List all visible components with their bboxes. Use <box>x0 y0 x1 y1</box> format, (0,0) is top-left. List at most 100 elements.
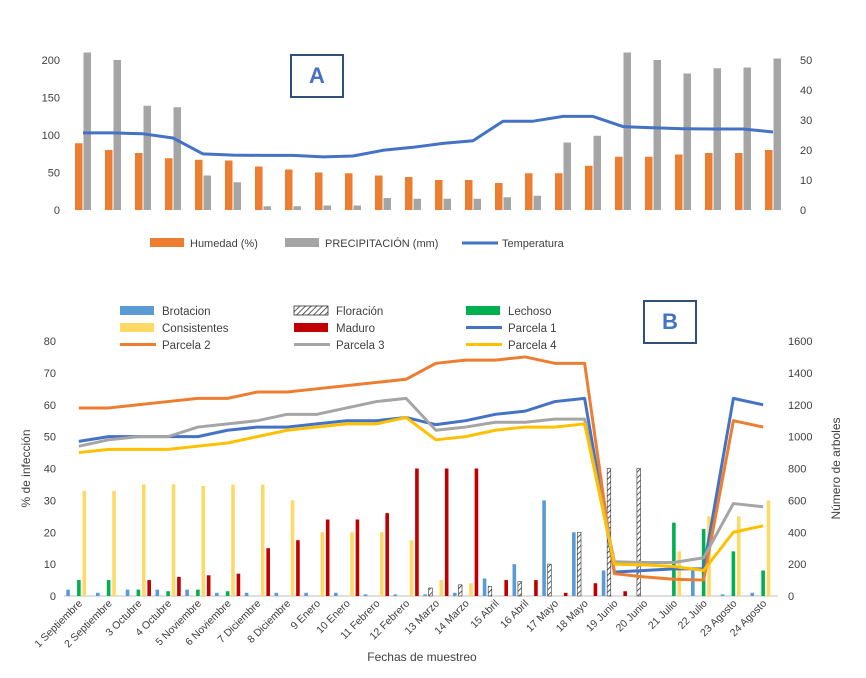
b-y2-axis-title: Número de arboles <box>829 417 843 519</box>
b-category-tick: 19 Junio <box>584 598 621 635</box>
b-line-parcela-4 <box>78 416 764 572</box>
a-bar-humedad <box>525 173 533 210</box>
a-bar-precipitacion <box>683 73 691 210</box>
a-left-tick: 0 <box>54 205 60 217</box>
b-bar-brotacion <box>453 592 457 596</box>
a-bar-precipitacion <box>203 175 211 210</box>
a-bar-humedad <box>555 173 563 210</box>
a-left-tick: 50 <box>48 168 60 180</box>
a-right-tick: 30 <box>800 115 812 127</box>
legend-label: Parcela 4 <box>508 340 557 352</box>
a-bar-precipitacion <box>353 205 361 210</box>
a-bar-humedad <box>345 173 353 210</box>
b-left-tick: 70 <box>44 368 56 380</box>
b-bar-maduro <box>147 580 151 596</box>
b-bar-maduro <box>296 540 300 596</box>
b-left-tick: 40 <box>44 464 56 476</box>
b-bar-floracion <box>636 468 641 597</box>
legend-swatch <box>466 306 500 315</box>
b-bar-maduro <box>206 575 211 596</box>
b-category-tick: 21 Julio <box>646 598 680 632</box>
b-bar-consistentes <box>201 486 206 596</box>
a-bar-precipitacion <box>503 197 511 210</box>
b-bar-brotacion <box>334 592 338 596</box>
legend-label: Temperatura <box>502 238 565 250</box>
a-bar-precipitacion <box>773 58 781 210</box>
chart-a: 0 50 100 150 200 0 10 20 30 40 50 <box>42 52 812 217</box>
b-right-tick: 800 <box>788 464 806 476</box>
chart-b: 0102030405060708002004006008001000120014… <box>19 336 843 664</box>
a-bar-humedad <box>675 154 683 210</box>
b-left-tick: 30 <box>44 495 56 507</box>
a-bar-precipitacion <box>113 60 121 210</box>
b-bar-lechoso <box>196 589 200 596</box>
a-bar-humedad <box>135 153 143 210</box>
a-bar-humedad <box>105 150 113 210</box>
legend-label: Consistentes <box>162 323 229 335</box>
a-bar-humedad <box>735 153 743 210</box>
legend-label: Parcela 2 <box>162 340 211 352</box>
a-bar-precipitacion <box>653 60 661 210</box>
panel-label-a: A <box>290 54 344 98</box>
b-right-tick: 400 <box>788 527 806 539</box>
a-bar-precipitacion <box>413 198 421 210</box>
a-line-temperatura <box>83 114 774 159</box>
a-bar-precipitacion <box>233 182 241 210</box>
b-category-tick: 18 Mayo <box>554 598 591 635</box>
b-bar-maduro <box>415 468 419 596</box>
a-bar-precipitacion <box>323 205 331 210</box>
b-bar-brotacion <box>215 592 219 596</box>
b-right-tick: 1400 <box>788 368 812 380</box>
b-bar-maduro <box>177 576 181 596</box>
b-bar-brotacion <box>274 592 279 596</box>
a-right-tick: 50 <box>800 55 812 67</box>
b-bar-brotacion <box>482 578 487 596</box>
legend-label: Humedad (%) <box>190 238 258 250</box>
a-bar-humedad <box>75 143 83 210</box>
b-bar-maduro <box>534 580 538 596</box>
b-bar-floracion <box>577 531 582 597</box>
b-bar-consistentes <box>439 580 444 596</box>
b-bar-maduro <box>474 468 479 596</box>
a-bar-humedad <box>585 165 593 210</box>
b-bar-maduro <box>504 580 508 596</box>
b-bar-maduro <box>236 573 241 596</box>
b-bar-brotacion <box>363 594 368 596</box>
b-bar-maduro <box>355 519 360 596</box>
b-bar-brotacion <box>601 570 606 596</box>
a-bar-precipitacion <box>713 68 721 210</box>
a-right-tick: 0 <box>800 205 806 217</box>
a-bar-humedad <box>615 156 623 210</box>
b-bar-lechoso <box>106 580 111 596</box>
b-bar-consistentes <box>171 484 176 596</box>
a-bar-precipitacion <box>263 206 271 210</box>
b-left-tick: 20 <box>44 527 56 539</box>
a-right-tick: 20 <box>800 145 812 157</box>
b-bar-consistentes <box>736 516 741 596</box>
a-bar-precipitacion <box>383 198 391 210</box>
a-left-tick: 100 <box>42 130 60 142</box>
legend-swatch <box>293 305 329 316</box>
legend-swatch <box>285 238 319 247</box>
b-bar-brotacion <box>691 567 695 596</box>
panel-label-b: B <box>643 300 697 344</box>
a-bar-precipitacion <box>83 52 91 210</box>
b-left-tick: 50 <box>44 432 56 444</box>
a-bar-humedad <box>375 175 383 210</box>
b-bar-brotacion <box>155 589 160 596</box>
b-bar-maduro <box>593 583 598 596</box>
b-bar-consistentes <box>141 484 146 596</box>
legend-label: PRECIPITACIÓN (mm) <box>325 237 438 250</box>
b-line-parcela-1 <box>78 396 764 574</box>
b-left-tick: 10 <box>44 559 56 571</box>
a-bar-humedad <box>435 180 443 210</box>
b-right-tick: 0 <box>788 591 794 603</box>
b-bar-maduro <box>266 548 270 596</box>
a-bar-humedad <box>225 160 233 210</box>
a-bar-precipitacion <box>443 198 451 210</box>
b-bar-consistentes <box>231 484 235 596</box>
a-bar-precipitacion <box>473 198 481 210</box>
b-bar-lechoso <box>166 591 170 596</box>
b-bar-floracion <box>458 584 463 597</box>
a-left-tick: 150 <box>42 93 60 105</box>
